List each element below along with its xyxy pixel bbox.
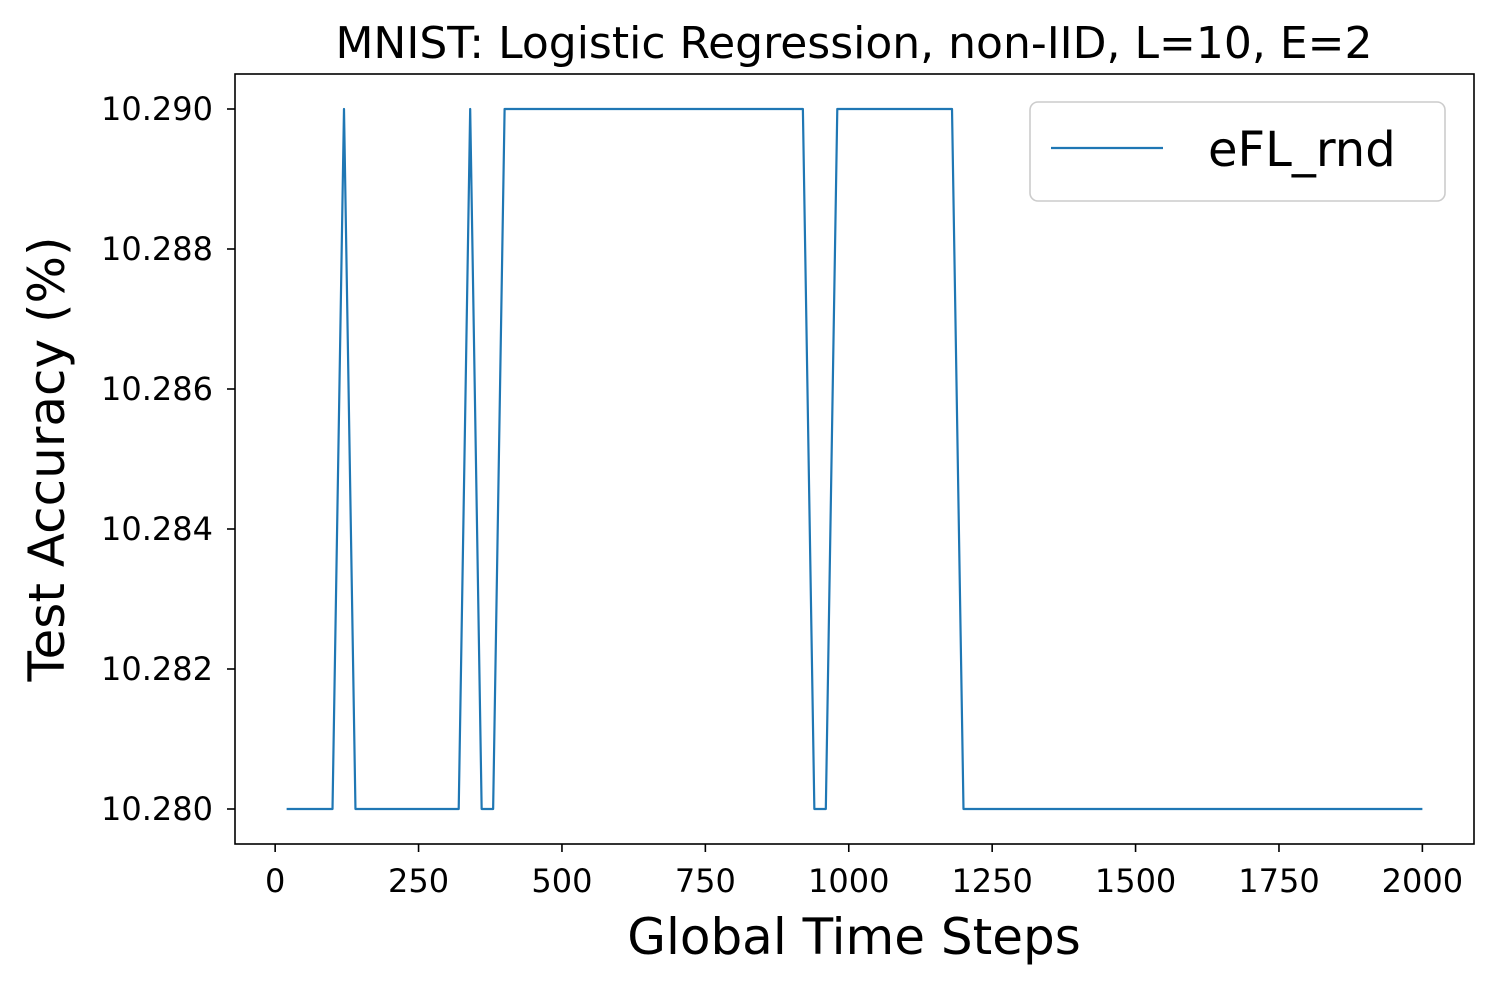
y-tick-label: 10.282 — [101, 650, 213, 688]
chart-title: MNIST: Logistic Regression, non-IID, L=1… — [335, 18, 1372, 69]
x-tick-label: 0 — [265, 862, 285, 900]
y-tick-label: 10.284 — [101, 510, 213, 548]
x-axis-ticks: 0 250 500 750 1000 1250 1500 1750 2000 — [265, 844, 1463, 900]
x-tick-label: 250 — [388, 862, 449, 900]
y-tick-label: 10.280 — [101, 790, 213, 828]
plot-area — [286, 107, 1423, 811]
y-tick-label: 10.288 — [101, 230, 213, 268]
x-tick-label: 2000 — [1382, 862, 1463, 900]
x-axis-label: Global Time Steps — [627, 908, 1081, 966]
x-tick-label: 1750 — [1238, 862, 1319, 900]
y-axis-label: Test Accuracy (%) — [18, 236, 76, 682]
x-tick-label: 1500 — [1095, 862, 1176, 900]
y-axis-ticks: 10.280 10.282 10.284 10.286 10.288 10.290 — [101, 90, 235, 828]
x-tick-label: 750 — [675, 862, 736, 900]
x-tick-label: 500 — [531, 862, 592, 900]
legend: eFL_rnd — [1029, 101, 1446, 202]
x-tick-label: 1000 — [808, 862, 889, 900]
legend-label-efl-rnd: eFL_rnd — [1208, 122, 1396, 178]
axes-frame — [234, 73, 1475, 845]
legend-box — [1029, 101, 1446, 202]
series-line-efl-rnd — [286, 107, 1423, 811]
y-tick-label: 10.286 — [101, 370, 213, 408]
y-tick-label: 10.290 — [101, 90, 213, 128]
x-tick-label: 1250 — [951, 862, 1032, 900]
